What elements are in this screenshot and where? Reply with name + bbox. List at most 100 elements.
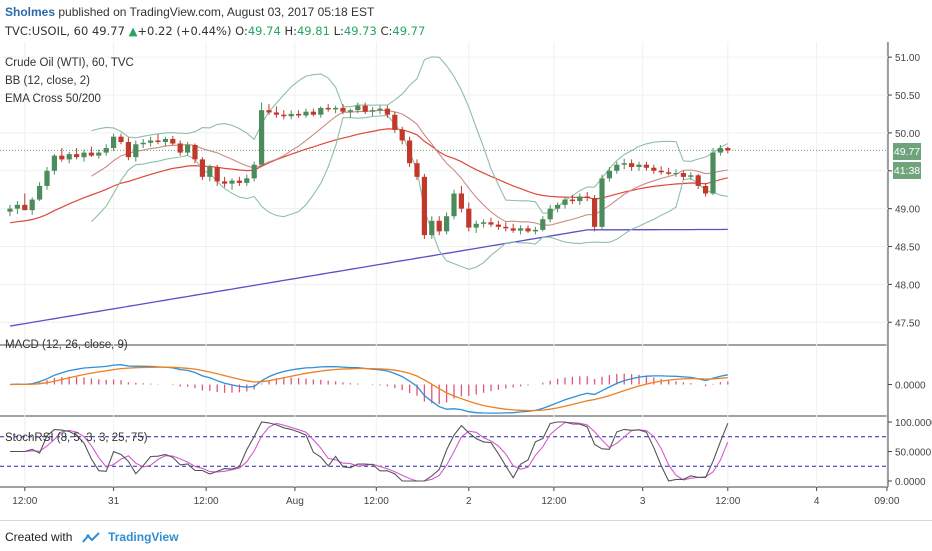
candle-body (229, 180, 235, 184)
legend-macd[interactable]: MACD (12, 26, close, 9) (5, 339, 128, 351)
price-tick-label: 50.00 (895, 129, 920, 140)
candle-body (81, 152, 87, 158)
candle-body (162, 138, 168, 142)
candle-body (614, 164, 620, 171)
candle-body (636, 164, 642, 167)
candle-body (325, 107, 331, 110)
candle-body (673, 173, 679, 175)
high-label: H: (284, 24, 297, 38)
candle-body (518, 228, 524, 231)
candle-body (288, 113, 294, 117)
chart-area[interactable]: 51.0050.5050.0049.5049.0048.5048.0047.50… (0, 42, 932, 520)
candle-body (429, 220, 435, 236)
price-indicators (0, 56, 888, 327)
candle-body (118, 136, 124, 142)
candle-body (133, 144, 139, 158)
candle-body (710, 152, 716, 194)
candle-body (695, 175, 701, 186)
candle-body (370, 110, 376, 112)
candle-body (606, 170, 612, 179)
chart-header: Sholmes published on TradingView.com, Au… (0, 0, 932, 42)
candle-body (303, 111, 309, 116)
publish-info: published on TradingView.com, August 03,… (58, 5, 375, 19)
symbol-interval: TVC:USOIL, 60 (5, 24, 89, 38)
candle-body (333, 107, 339, 110)
countdown-badge: 41:38 (894, 165, 920, 177)
time-tick-label: 12:00 (194, 496, 219, 507)
candle-body (51, 155, 57, 171)
candle-body (59, 155, 65, 160)
price-badges: 49.77 41:38 (893, 143, 921, 179)
candle-body (340, 107, 346, 112)
candle-body (44, 170, 50, 186)
last-price-badge: 49.77 (894, 146, 920, 158)
candle-body (37, 185, 43, 200)
candle-body (66, 154, 72, 160)
candle-body (214, 166, 220, 182)
time-tick-label: 12:00 (364, 496, 389, 507)
candle-body (495, 224, 501, 227)
price-tick-label: 49.00 (895, 205, 920, 216)
candle-body (185, 145, 191, 153)
candle-body (407, 140, 413, 164)
low-label: L: (333, 24, 344, 38)
candle-body (74, 154, 80, 158)
author-name[interactable]: Sholmes (5, 5, 56, 19)
price-tick-label: 50.50 (895, 91, 920, 102)
candle-body (510, 228, 516, 231)
price-tick-label: 47.50 (895, 318, 920, 329)
candle-body (103, 148, 109, 153)
candle-body (569, 199, 575, 202)
ema50-line (9, 128, 728, 224)
legend-bb[interactable]: BB (12, close, 2) (5, 75, 90, 87)
candle-body (577, 196, 583, 202)
price-tick-label: 48.50 (895, 243, 920, 254)
macd-tick-label: 0.0000 (895, 381, 926, 392)
macd-signal-line (9, 366, 728, 412)
candle-body (148, 140, 154, 143)
candle-body (473, 223, 479, 228)
last-price: 49.77 (91, 24, 125, 38)
candle-body (140, 142, 146, 145)
legend-ema[interactable]: EMA Cross 50/200 (5, 93, 101, 105)
candle-body (688, 175, 694, 177)
candle-body (466, 208, 472, 228)
legends: Crude Oil (WTI), 60, TVC BB (12, close, … (5, 57, 148, 444)
ema200-line (9, 228, 728, 327)
macd-pane (9, 364, 729, 414)
candle-body (488, 222, 494, 225)
chart-svg[interactable]: 51.0050.5050.0049.5049.0048.5048.0047.50… (0, 42, 932, 520)
candle-body (88, 152, 94, 156)
legend-main[interactable]: Crude Oil (WTI), 60, TVC (5, 57, 134, 69)
candle-body (236, 180, 242, 183)
candle-body (444, 216, 450, 232)
candle-body (643, 164, 649, 168)
candle-body (192, 145, 198, 160)
candle-body (170, 138, 176, 144)
candle-body (7, 208, 13, 212)
tradingview-logo-icon (81, 532, 100, 543)
candle-body (222, 181, 228, 184)
candle-body (384, 108, 390, 115)
close-label: C: (380, 24, 393, 38)
candle-body (259, 110, 265, 165)
candle-body (273, 112, 279, 115)
bb-basis-line (91, 109, 728, 226)
candle-body (111, 136, 117, 149)
grid (0, 42, 889, 488)
candle-body (125, 141, 131, 158)
candle-body (621, 163, 627, 165)
candle-body (421, 176, 427, 236)
candle-body (14, 204, 20, 209)
candle-body (532, 229, 538, 232)
candle-body (310, 111, 316, 115)
candle-body (177, 143, 183, 153)
time-tick-label: 12:00 (715, 496, 740, 507)
candle-body (725, 148, 731, 151)
candle-body (251, 164, 257, 179)
up-arrow-icon: ▲ (128, 24, 138, 38)
legend-stochrsi[interactable]: StochRSI (8, 5, 3, 3, 25, 75) (5, 432, 148, 444)
candle-body (562, 199, 568, 205)
candle-body (658, 170, 664, 173)
tradingview-brand[interactable]: TradingView (108, 530, 179, 544)
